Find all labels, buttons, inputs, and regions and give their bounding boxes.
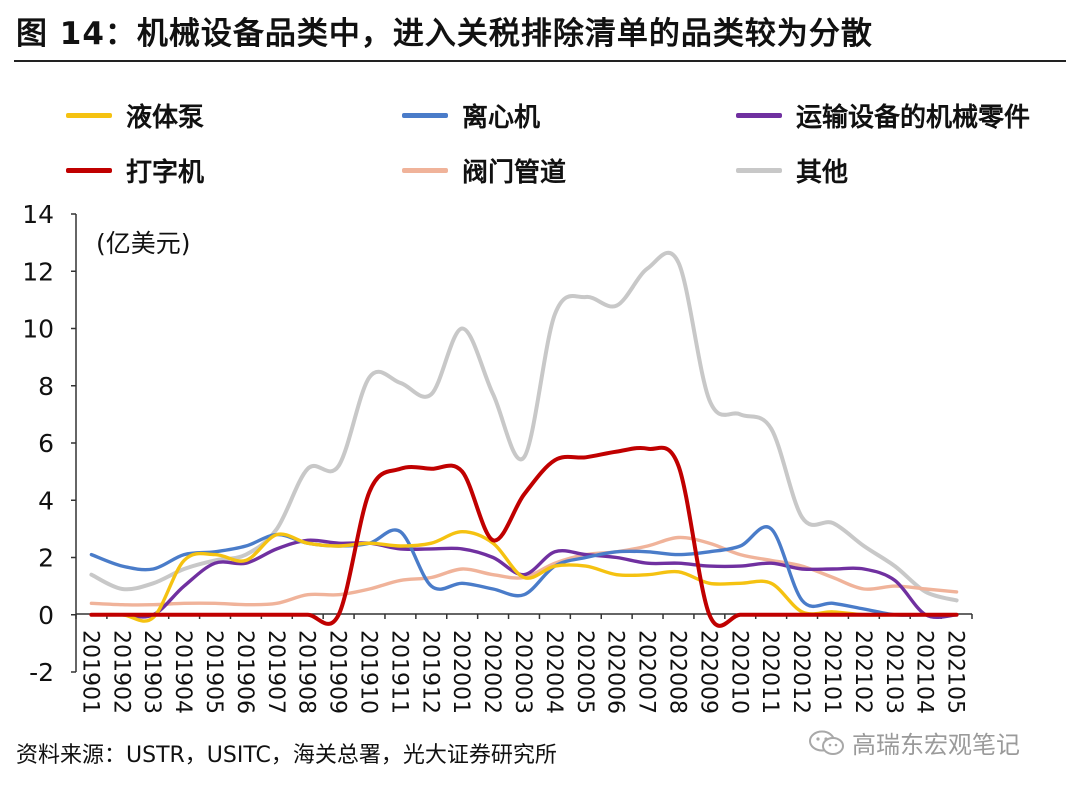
y-tick-label: 4 bbox=[38, 486, 54, 515]
legend-label-valves: 阀门管道 bbox=[462, 157, 567, 188]
y-tick-label: 2 bbox=[38, 544, 54, 573]
x-tick-label: 202008 bbox=[664, 630, 689, 714]
source-note: 资料来源：USTR，USITC，海关总署，光大证券研究所 bbox=[16, 743, 557, 768]
x-tick-label: 202003 bbox=[510, 630, 535, 714]
x-tick-label: 202005 bbox=[572, 630, 597, 714]
watermark-text: 高瑞东宏观笔记 bbox=[852, 731, 1020, 759]
x-tick-label: 202001 bbox=[448, 630, 473, 714]
figure-title: 图 14：机械设备品类中，进入关税排除清单的品类较为分散 bbox=[16, 16, 873, 52]
x-tick-label: 202102 bbox=[850, 630, 875, 714]
x-tick-label: 202007 bbox=[634, 630, 659, 714]
x-tick-label: 202009 bbox=[695, 630, 720, 714]
x-tick-label: 201901 bbox=[77, 630, 102, 714]
wechat-icon bbox=[809, 730, 844, 755]
x-tick-label: 202104 bbox=[912, 630, 937, 714]
x-tick-label: 201903 bbox=[139, 630, 164, 714]
chart-legend: 液体泵 离心机 运输设备的机械零件 打字机 阀门管道 其他 bbox=[60, 95, 1070, 195]
x-tick-label: 201911 bbox=[386, 630, 411, 714]
x-tick-label: 202006 bbox=[603, 630, 628, 714]
y-unit-label: (亿美元) bbox=[96, 229, 191, 258]
legend-item-other: 其他 bbox=[736, 150, 848, 190]
title-divider bbox=[14, 60, 1066, 62]
legend-item-centrifuge: 离心机 bbox=[402, 95, 540, 135]
x-tick-label: 202105 bbox=[943, 630, 968, 714]
x-tick-label: 201908 bbox=[294, 630, 319, 714]
series-line-centrifuge bbox=[89, 525, 959, 617]
x-tick-label: 201907 bbox=[263, 630, 288, 714]
x-tick-label: 201902 bbox=[108, 630, 133, 714]
legend-swatch-valves bbox=[402, 167, 448, 173]
legend-label-pump: 液体泵 bbox=[126, 102, 205, 133]
legend-swatch-other bbox=[736, 167, 782, 173]
legend-label-typewriter: 打字机 bbox=[126, 157, 205, 188]
x-tick-label: 202011 bbox=[757, 630, 782, 714]
legend-label-parts: 运输设备的机械零件 bbox=[796, 102, 1031, 133]
series-line-parts bbox=[89, 538, 959, 620]
legend-swatch-centrifuge bbox=[402, 112, 448, 118]
legend-label-other: 其他 bbox=[796, 157, 849, 188]
x-tick-label: 202103 bbox=[881, 630, 906, 714]
y-tick-label: -2 bbox=[29, 658, 54, 687]
x-tick-label: 201909 bbox=[325, 630, 350, 714]
x-tick-label: 202002 bbox=[479, 630, 504, 714]
legend-item-valves: 阀门管道 bbox=[402, 150, 566, 190]
y-tick-label: 12 bbox=[22, 257, 54, 286]
legend-item-pump: 液体泵 bbox=[66, 95, 204, 135]
x-tick-label: 201906 bbox=[232, 630, 257, 714]
x-tick-label: 202010 bbox=[726, 630, 751, 714]
x-tick-label: 202004 bbox=[541, 630, 566, 714]
x-tick-label: 202101 bbox=[819, 630, 844, 714]
y-tick-label: 0 bbox=[38, 601, 54, 630]
series-line-typewriter bbox=[89, 445, 959, 628]
legend-item-typewriter: 打字机 bbox=[66, 150, 204, 190]
legend-swatch-pump bbox=[66, 112, 112, 118]
x-tick-label: 201910 bbox=[356, 630, 381, 714]
x-tick-label: 201912 bbox=[417, 630, 442, 714]
y-tick-label: 8 bbox=[38, 372, 54, 401]
x-tick-label: 201904 bbox=[170, 630, 195, 714]
legend-item-parts: 运输设备的机械零件 bbox=[736, 95, 1030, 135]
legend-swatch-parts bbox=[736, 112, 782, 118]
y-tick-label: 10 bbox=[22, 315, 54, 344]
legend-label-centrifuge: 离心机 bbox=[462, 102, 541, 133]
x-tick-label: 202012 bbox=[788, 630, 813, 714]
y-tick-label: 6 bbox=[38, 429, 54, 458]
y-tick-label: 14 bbox=[22, 200, 54, 229]
series-line-other bbox=[89, 250, 959, 603]
x-tick-label: 201905 bbox=[201, 630, 226, 714]
legend-swatch-typewriter bbox=[66, 167, 112, 173]
watermark: 高瑞东宏观笔记 bbox=[808, 725, 1020, 760]
